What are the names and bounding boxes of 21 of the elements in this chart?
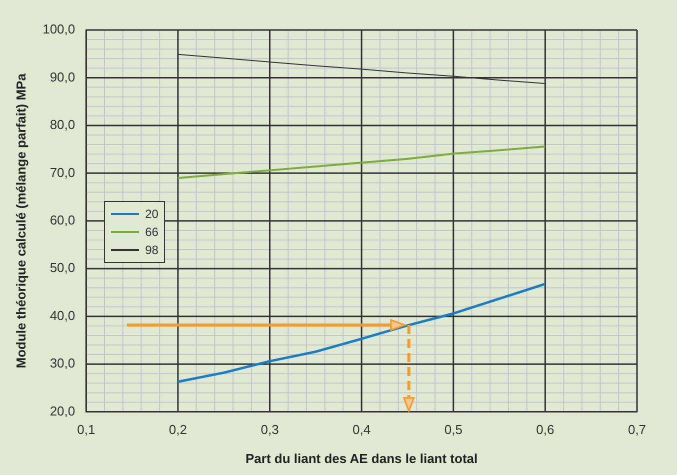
y-tick-label: 40,0	[50, 308, 76, 323]
legend-label: 20	[145, 206, 158, 223]
y-tick-label: 30,0	[50, 356, 76, 371]
x-tick-label: 0,7	[628, 422, 646, 438]
y-axis-title: Module théorique calculé (mélange parfait) MPa	[13, 72, 28, 368]
legend-label: 98	[145, 242, 158, 259]
y-tick-label: 80,0	[50, 117, 76, 132]
x-tick-label: 0,6	[536, 422, 554, 438]
y-tick-label: 100,0	[42, 22, 76, 37]
x-axis-title: Part du liant des AE dans le liant total	[246, 450, 478, 466]
y-tick-label: 60,0	[50, 212, 76, 228]
y-tick-label: 70,0	[50, 164, 76, 180]
x-tick-label: 0,2	[168, 422, 187, 438]
x-tick-label: 0,5	[444, 422, 462, 438]
y-tick-label: 20,0	[50, 403, 76, 418]
y-tick-label: 50,0	[50, 260, 76, 276]
legend-label: 66	[145, 224, 158, 241]
x-tick-label: 0,3	[260, 422, 279, 438]
x-tick-label: 0,1	[77, 422, 96, 438]
x-tick-label: 0,4	[352, 422, 371, 438]
y-tick-label: 90,0	[50, 69, 76, 84]
